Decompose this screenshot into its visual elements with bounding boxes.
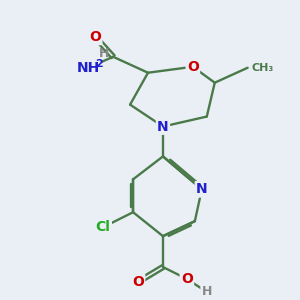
- Text: H: H: [99, 47, 110, 60]
- Text: CH₃: CH₃: [252, 63, 274, 73]
- Text: NH: NH: [76, 61, 100, 75]
- Text: N: N: [196, 182, 208, 196]
- Text: O: O: [132, 275, 144, 289]
- Text: O: O: [187, 60, 199, 74]
- Text: N: N: [157, 119, 169, 134]
- Text: O: O: [181, 272, 193, 286]
- Text: 2: 2: [95, 59, 103, 69]
- Text: H: H: [202, 285, 212, 298]
- Text: O: O: [89, 30, 101, 44]
- Text: Cl: Cl: [96, 220, 111, 234]
